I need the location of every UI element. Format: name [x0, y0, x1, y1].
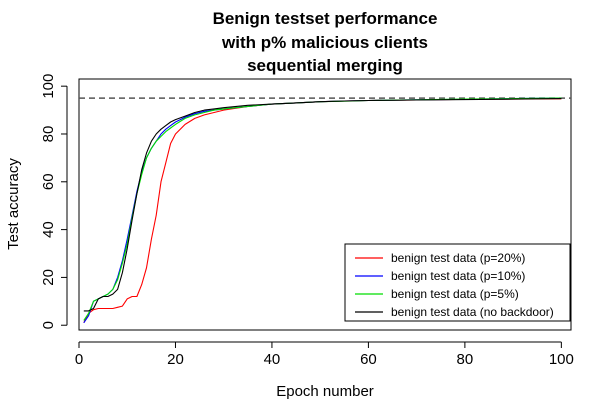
y-tick-label-20: 20 — [40, 269, 57, 286]
chart-title-line-1: Benign testset performance — [213, 9, 438, 28]
legend-box — [344, 243, 571, 322]
x-tick-label-100: 100 — [549, 351, 574, 368]
legend-label-2: benign test data (p=10%) — [391, 269, 525, 283]
legend-label-1: benign test data (p=20%) — [391, 251, 525, 265]
x-axis-label: Epoch number — [276, 383, 374, 400]
y-axis: 0 20 40 60 80 100 — [40, 74, 68, 329]
x-tick-label-20: 20 — [167, 351, 184, 368]
x-tick-label-40: 40 — [264, 351, 281, 368]
x-tick-label-60: 60 — [360, 351, 377, 368]
legend-label-4: benign test data (no backdoor) — [391, 305, 554, 319]
y-tick-label-60: 60 — [40, 173, 57, 190]
x-tick-label-80: 80 — [457, 351, 474, 368]
y-tick-label-0: 0 — [40, 321, 57, 329]
y-tick-label-40: 40 — [40, 221, 57, 238]
y-tick-label-100: 100 — [40, 74, 57, 99]
plot-frame — [78, 78, 572, 331]
y-tick-label-80: 80 — [40, 126, 57, 143]
x-axis: 0 20 40 60 80 100 — [75, 341, 574, 368]
legend-entries: benign test data (p=20%) benign test data… — [355, 251, 554, 319]
legend: benign test data (p=20%) benign test data… — [344, 243, 571, 322]
series-layer — [83, 97, 562, 324]
legend-label-3: benign test data (p=5%) — [391, 287, 519, 301]
chart-title-line-3: sequential merging — [247, 56, 403, 75]
y-axis-label: Test accuracy — [5, 158, 22, 250]
x-tick-label-0: 0 — [75, 351, 83, 368]
chart-title-line-2: with p% malicious clients — [221, 33, 428, 52]
series-line-4 — [83, 98, 562, 312]
